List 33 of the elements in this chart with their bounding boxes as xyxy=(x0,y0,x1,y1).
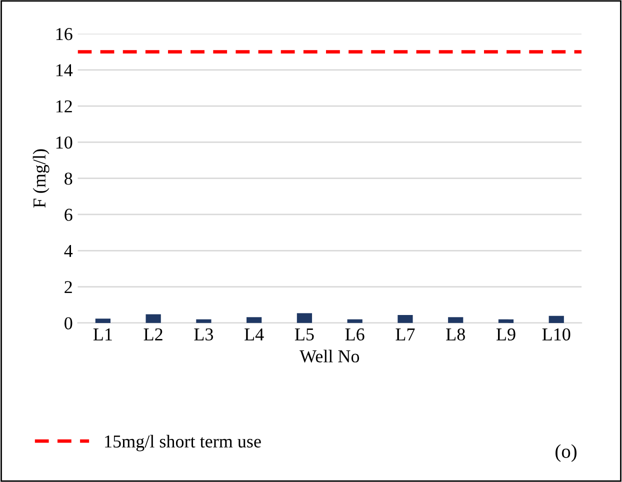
y-tick-label: 6 xyxy=(64,208,72,221)
x-tick-label: L4 xyxy=(244,328,264,340)
y-tick-label: 0 xyxy=(64,317,72,330)
x-tick-label: L2 xyxy=(144,328,162,340)
bar xyxy=(448,317,464,323)
x-tick-label: L8 xyxy=(446,328,465,341)
text: (o) xyxy=(556,444,577,462)
bar xyxy=(146,314,161,323)
x-tick-label: L6 xyxy=(345,328,364,341)
y-axis-title: F (mg/l) xyxy=(32,149,50,208)
legend-label: 15mg/l short term use xyxy=(105,434,261,452)
x-tick-label: L10 xyxy=(542,328,570,341)
bar xyxy=(196,319,212,323)
y-tick-label: 4 xyxy=(64,245,73,257)
x-tick-label: L3 xyxy=(194,328,214,341)
bar xyxy=(246,317,262,323)
y-tick-label: 8 xyxy=(64,172,72,185)
x-tick-label: L9 xyxy=(496,328,516,341)
bar xyxy=(296,313,312,323)
bar xyxy=(347,319,362,323)
bar xyxy=(498,319,514,323)
bar xyxy=(398,314,413,323)
y-tick-label: 16 xyxy=(56,28,72,40)
bar xyxy=(548,316,564,323)
y-tick-label: 12 xyxy=(56,100,72,112)
y-tick-label: 14 xyxy=(56,64,73,76)
bar xyxy=(95,318,110,323)
y-tick-label: 10 xyxy=(56,136,72,149)
x-axis-title: Well No xyxy=(300,350,360,363)
y-tick-label: 2 xyxy=(64,281,72,294)
x-tick-label: L7 xyxy=(396,328,415,340)
x-tick-label: L5 xyxy=(294,328,314,341)
x-tick-label: L1 xyxy=(93,328,112,340)
